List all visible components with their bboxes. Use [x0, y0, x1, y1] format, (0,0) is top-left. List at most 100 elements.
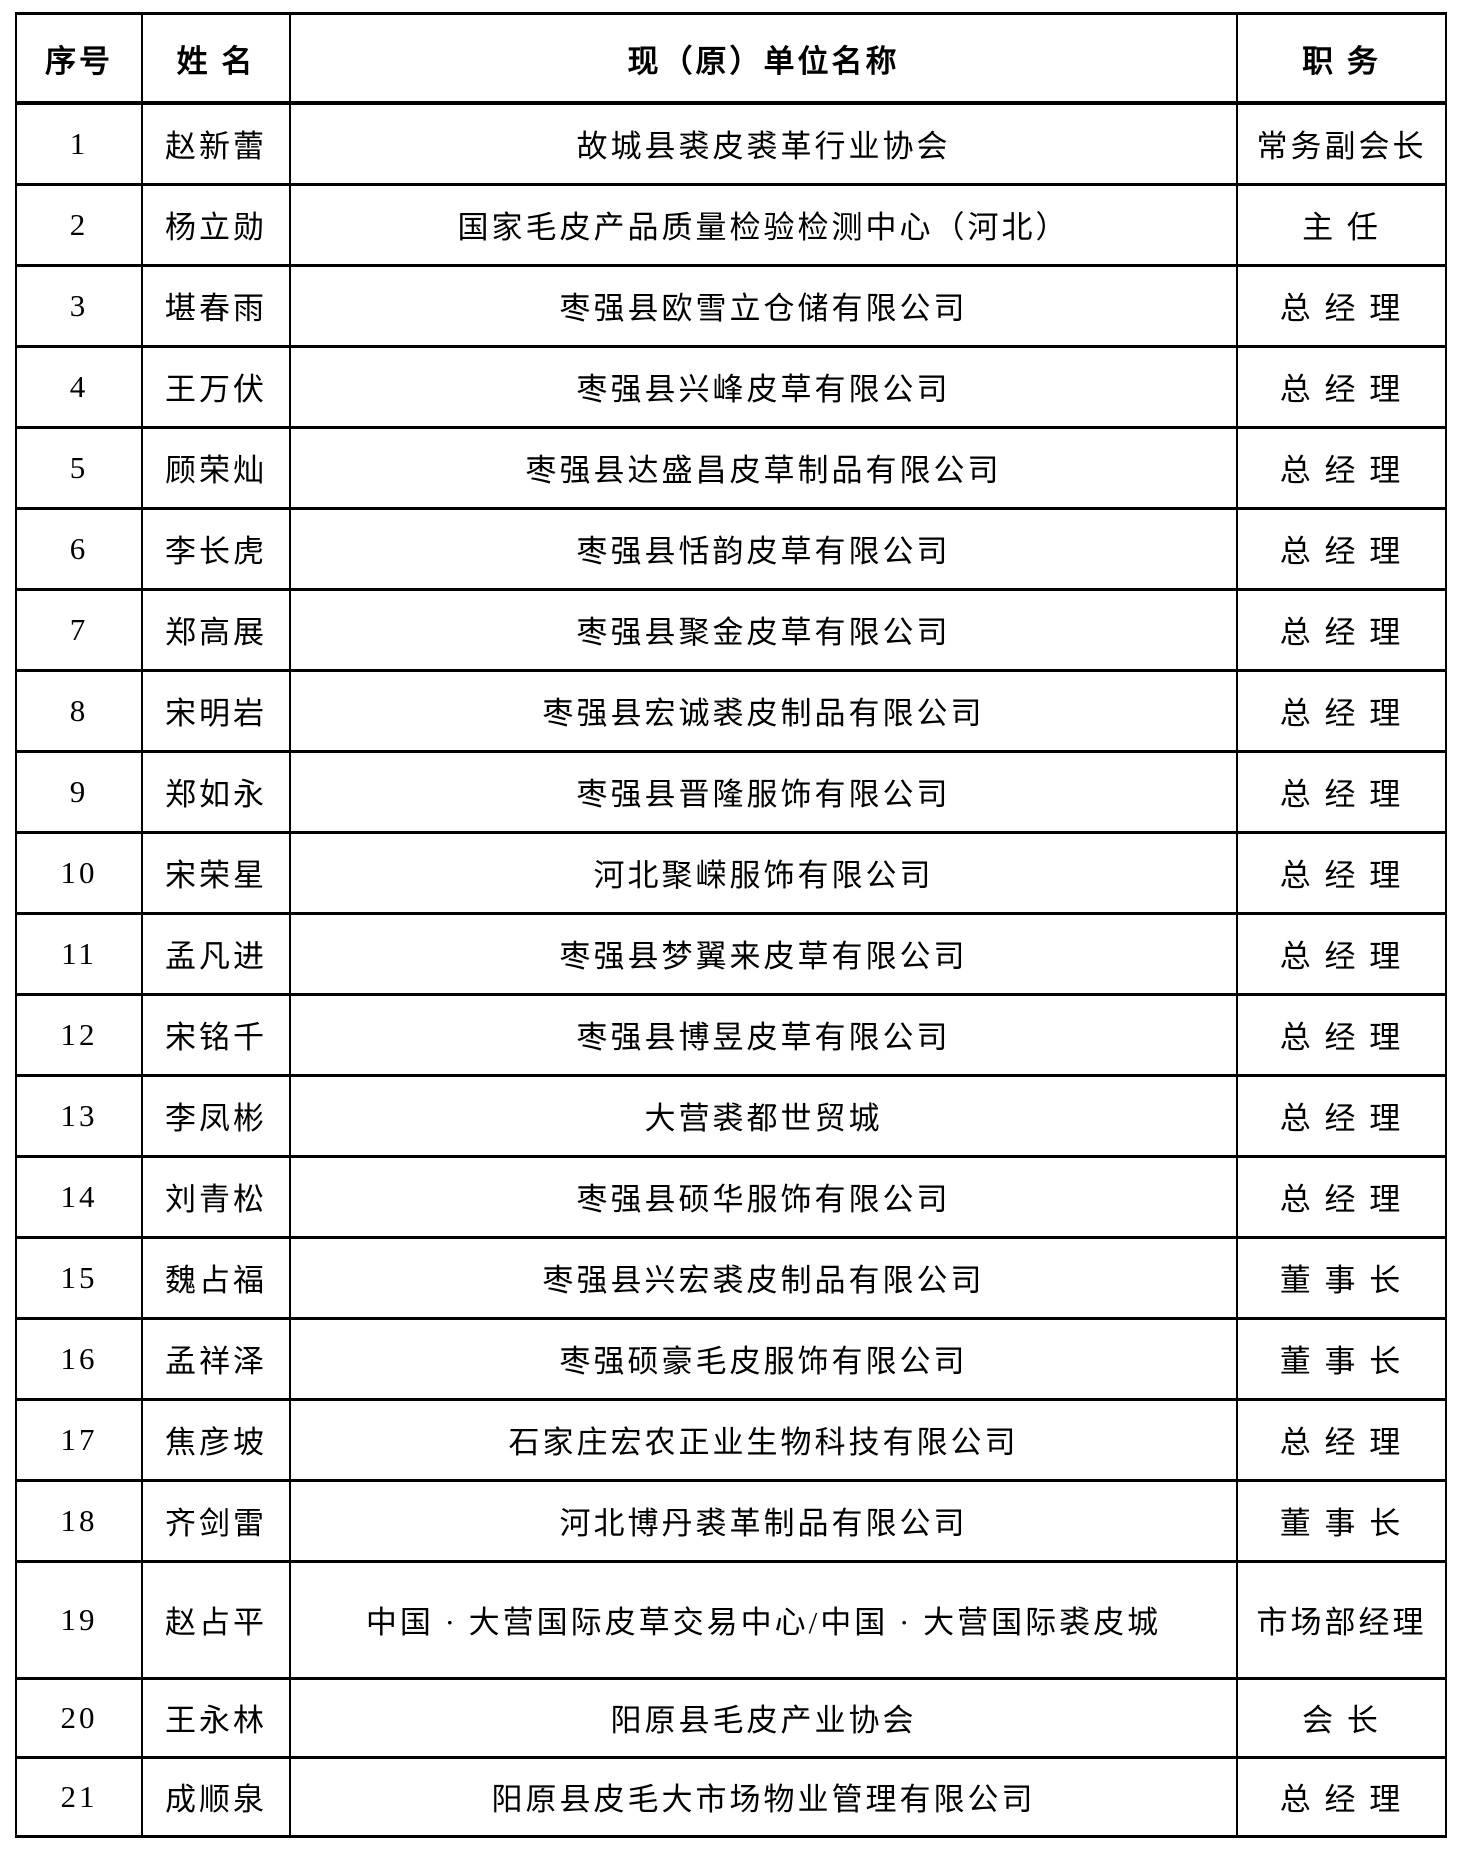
- row-name-cell: 齐剑雷: [141, 1478, 291, 1563]
- row-name-cell: 杨立勋: [141, 182, 291, 267]
- table-header: 序号 姓 名 现（原）单位名称 职 务: [15, 12, 1447, 105]
- header-index: 序号: [15, 12, 143, 105]
- row-org-cell: 枣强硕豪毛皮服饰有限公司: [289, 1316, 1238, 1401]
- row-index-cell: 9: [15, 749, 143, 834]
- row-position-cell: 总 经 理: [1236, 1073, 1447, 1158]
- roster-table: 序号 姓 名 现（原）单位名称 职 务 1 赵新蕾 故城县裘皮裘革行业协会 常务…: [15, 12, 1447, 1838]
- row-index-cell: 2: [15, 182, 143, 267]
- row-position-cell: 总 经 理: [1236, 830, 1447, 915]
- row-name-cell: 宋铭千: [141, 992, 291, 1077]
- row-org-cell: 阳原县皮毛大市场物业管理有限公司: [289, 1755, 1238, 1838]
- table-row: 5 顾荣灿 枣强县达盛昌皮草制品有限公司 总 经 理: [15, 425, 1447, 510]
- row-position-cell: 总 经 理: [1236, 1397, 1447, 1482]
- row-position-cell: 董 事 长: [1236, 1235, 1447, 1320]
- table-row: 19 赵占平 中国 · 大营国际皮草交易中心/中国 · 大营国际裘皮城 市场部经…: [15, 1559, 1447, 1680]
- row-position-cell: 总 经 理: [1236, 911, 1447, 996]
- row-position-cell: 总 经 理: [1236, 668, 1447, 753]
- row-index-cell: 13: [15, 1073, 143, 1158]
- row-name-cell: 刘青松: [141, 1154, 291, 1239]
- header-position: 职 务: [1236, 12, 1447, 105]
- table-row: 16 孟祥泽 枣强硕豪毛皮服饰有限公司 董 事 长: [15, 1316, 1447, 1401]
- row-position-cell: 总 经 理: [1236, 587, 1447, 672]
- row-org-cell: 枣强县兴峰皮草有限公司: [289, 344, 1238, 429]
- row-position-cell: 总 经 理: [1236, 344, 1447, 429]
- row-org-cell: 石家庄宏农正业生物科技有限公司: [289, 1397, 1238, 1482]
- row-index-cell: 7: [15, 587, 143, 672]
- row-name-cell: 赵占平: [141, 1559, 291, 1680]
- row-org-cell: 枣强县聚金皮草有限公司: [289, 587, 1238, 672]
- table-row: 11 孟凡进 枣强县梦翼来皮草有限公司 总 经 理: [15, 911, 1447, 996]
- row-name-cell: 赵新蕾: [141, 101, 291, 186]
- row-org-cell: 枣强县恬韵皮草有限公司: [289, 506, 1238, 591]
- row-index-cell: 20: [15, 1676, 143, 1759]
- row-position-cell: 常务副会长: [1236, 101, 1447, 186]
- row-index-cell: 17: [15, 1397, 143, 1482]
- row-position-cell: 总 经 理: [1236, 992, 1447, 1077]
- table-row: 13 李凤彬 大营裘都世贸城 总 经 理: [15, 1073, 1447, 1158]
- table-row: 1 赵新蕾 故城县裘皮裘革行业协会 常务副会长: [15, 101, 1447, 186]
- table-row: 17 焦彦坡 石家庄宏农正业生物科技有限公司 总 经 理: [15, 1397, 1447, 1482]
- row-position-cell: 市场部经理: [1236, 1559, 1447, 1680]
- row-org-cell: 枣强县兴宏裘皮制品有限公司: [289, 1235, 1238, 1320]
- row-name-cell: 郑如永: [141, 749, 291, 834]
- row-position-cell: 董 事 长: [1236, 1316, 1447, 1401]
- row-name-cell: 郑高展: [141, 587, 291, 672]
- row-index-cell: 5: [15, 425, 143, 510]
- header-org: 现（原）单位名称: [289, 12, 1238, 105]
- row-org-cell: 枣强县梦翼来皮草有限公司: [289, 911, 1238, 996]
- row-org-cell: 中国 · 大营国际皮草交易中心/中国 · 大营国际裘皮城: [289, 1559, 1238, 1680]
- row-org-cell: 枣强县达盛昌皮草制品有限公司: [289, 425, 1238, 510]
- row-index-cell: 1: [15, 101, 143, 186]
- row-index-cell: 11: [15, 911, 143, 996]
- row-index-cell: 6: [15, 506, 143, 591]
- row-org-cell: 枣强县硕华服饰有限公司: [289, 1154, 1238, 1239]
- table-row: 8 宋明岩 枣强县宏诚裘皮制品有限公司 总 经 理: [15, 668, 1447, 753]
- row-org-cell: 枣强县欧雪立仓储有限公司: [289, 263, 1238, 348]
- row-index-cell: 16: [15, 1316, 143, 1401]
- row-name-cell: 成顺泉: [141, 1755, 291, 1838]
- row-org-cell: 枣强县晋隆服饰有限公司: [289, 749, 1238, 834]
- row-position-cell: 总 经 理: [1236, 1755, 1447, 1838]
- row-index-cell: 3: [15, 263, 143, 348]
- table-row: 4 王万伏 枣强县兴峰皮草有限公司 总 经 理: [15, 344, 1447, 429]
- header-row: 序号 姓 名 现（原）单位名称 职 务: [15, 12, 1447, 105]
- table-row: 20 王永林 阳原县毛皮产业协会 会 长: [15, 1676, 1447, 1759]
- row-position-cell: 总 经 理: [1236, 425, 1447, 510]
- row-position-cell: 总 经 理: [1236, 263, 1447, 348]
- table-row: 15 魏占福 枣强县兴宏裘皮制品有限公司 董 事 长: [15, 1235, 1447, 1320]
- table-row: 14 刘青松 枣强县硕华服饰有限公司 总 经 理: [15, 1154, 1447, 1239]
- row-name-cell: 孟祥泽: [141, 1316, 291, 1401]
- table-body: 1 赵新蕾 故城县裘皮裘革行业协会 常务副会长 2 杨立勋 国家毛皮产品质量检验…: [15, 101, 1447, 1838]
- row-org-cell: 阳原县毛皮产业协会: [289, 1676, 1238, 1759]
- row-index-cell: 21: [15, 1755, 143, 1838]
- row-index-cell: 8: [15, 668, 143, 753]
- row-index-cell: 4: [15, 344, 143, 429]
- row-org-cell: 河北聚嵘服饰有限公司: [289, 830, 1238, 915]
- row-org-cell: 枣强县宏诚裘皮制品有限公司: [289, 668, 1238, 753]
- row-name-cell: 宋荣星: [141, 830, 291, 915]
- row-name-cell: 李凤彬: [141, 1073, 291, 1158]
- table-row: 21 成顺泉 阳原县皮毛大市场物业管理有限公司 总 经 理: [15, 1755, 1447, 1838]
- table-row: 7 郑高展 枣强县聚金皮草有限公司 总 经 理: [15, 587, 1447, 672]
- table-row: 18 齐剑雷 河北博丹裘革制品有限公司 董 事 长: [15, 1478, 1447, 1563]
- row-name-cell: 焦彦坡: [141, 1397, 291, 1482]
- row-name-cell: 魏占福: [141, 1235, 291, 1320]
- row-index-cell: 14: [15, 1154, 143, 1239]
- table-row: 2 杨立勋 国家毛皮产品质量检验检测中心（河北） 主 任: [15, 182, 1447, 267]
- row-index-cell: 15: [15, 1235, 143, 1320]
- row-position-cell: 董 事 长: [1236, 1478, 1447, 1563]
- table-row: 9 郑如永 枣强县晋隆服饰有限公司 总 经 理: [15, 749, 1447, 834]
- row-name-cell: 王万伏: [141, 344, 291, 429]
- row-position-cell: 会 长: [1236, 1676, 1447, 1759]
- row-position-cell: 总 经 理: [1236, 749, 1447, 834]
- row-position-cell: 总 经 理: [1236, 506, 1447, 591]
- table-row: 12 宋铭千 枣强县博昱皮草有限公司 总 经 理: [15, 992, 1447, 1077]
- row-name-cell: 李长虎: [141, 506, 291, 591]
- row-position-cell: 主 任: [1236, 182, 1447, 267]
- row-index-cell: 10: [15, 830, 143, 915]
- row-name-cell: 王永林: [141, 1676, 291, 1759]
- row-org-cell: 故城县裘皮裘革行业协会: [289, 101, 1238, 186]
- row-index-cell: 12: [15, 992, 143, 1077]
- row-position-cell: 总 经 理: [1236, 1154, 1447, 1239]
